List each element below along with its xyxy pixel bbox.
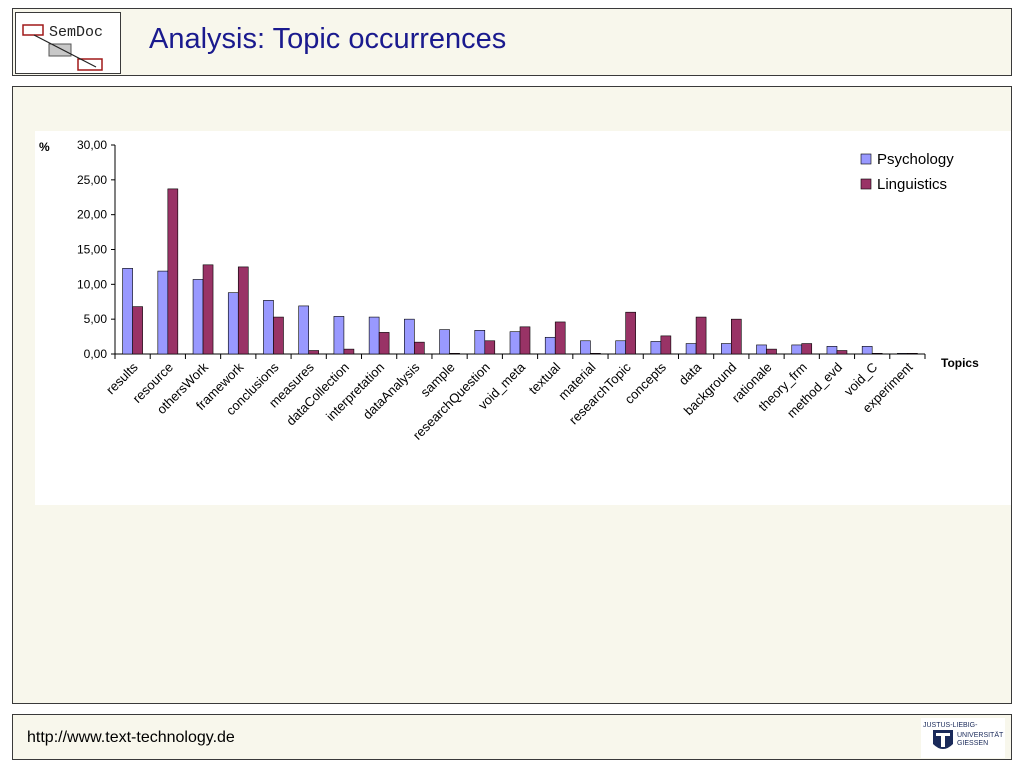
bar-linguistics-results: [132, 306, 143, 355]
bar-linguistics-interpretation: [378, 332, 390, 355]
main-panel: 0,00 5,00 10,00 15,00 20,00 25,00 30,00% Topics…: [12, 86, 1012, 704]
bar-linguistics-material: [590, 353, 601, 355]
y-tick-label: 10,00: [77, 277, 107, 291]
y-tick-label: 0,00: [84, 347, 108, 361]
bar-linguistics-measures: [308, 350, 319, 355]
bar-psychology-researchTopic: [615, 340, 626, 355]
bar-linguistics-rationale: [766, 348, 777, 355]
bar-psychology-rationale: [756, 344, 767, 355]
page-title: Analysis: Topic occurrences: [149, 23, 507, 55]
bar-psychology-interpretation: [368, 316, 380, 355]
bar-linguistics-void_meta: [519, 326, 531, 355]
y-tick-label: 15,00: [77, 243, 107, 257]
bar-linguistics-method_evd: [836, 350, 848, 355]
bar-psychology-framework: [227, 292, 239, 355]
semdoc-logo: SemDoc: [15, 12, 121, 74]
bar-psychology-resource: [157, 270, 169, 355]
bar-psychology-researchQuestion: [474, 330, 486, 355]
bar-psychology-conclusions: [263, 300, 274, 355]
bar-linguistics-othersWork: [202, 264, 214, 355]
bar-psychology-theory_frm: [791, 344, 803, 355]
x-axis-label: Topics: [941, 356, 979, 370]
logo-text: SemDoc: [49, 24, 103, 41]
y-tick-label: 25,00: [77, 173, 107, 187]
y-tick-label: 5,00: [84, 312, 108, 326]
chart-area: 0,00 5,00 10,00 15,00 20,00 25,00 30,00% Topics…: [35, 131, 1011, 505]
bar-psychology-method_evd: [826, 346, 838, 355]
bar-psychology-textual: [544, 336, 556, 355]
legend-swatch-psychology: [860, 153, 872, 165]
bar-psychology-concepts: [650, 341, 662, 355]
bar-psychology-results: [122, 268, 133, 355]
bar-linguistics-researchQuestion: [484, 340, 496, 355]
bar-psychology-dataCollection: [333, 316, 345, 355]
bar-psychology-measures: [298, 305, 309, 355]
uni-logo-line-3: GIESSEN: [957, 740, 988, 747]
bar-linguistics-textual: [554, 321, 566, 355]
header-panel: SemDoc Analysis: Topic occurrences: [12, 8, 1012, 76]
bar-psychology-experiment: [897, 353, 908, 355]
uni-logo-line-1: JUSTUS-LIEBIG-: [923, 722, 978, 729]
y-tick-label: 30,00: [77, 138, 107, 152]
y-tick-label: 20,00: [77, 208, 107, 222]
bar-psychology-othersWork: [192, 279, 204, 355]
bar-linguistics-experiment: [907, 353, 918, 355]
bar-psychology-void_meta: [509, 331, 521, 355]
bar-psychology-sample: [439, 329, 450, 355]
semdoc-logo-graphic: SemDoc: [22, 24, 103, 71]
bar-linguistics-conclusions: [273, 316, 284, 355]
university-logo-graphic: JUSTUS-LIEBIG- UNIVERSITÄT GIESSEN: [923, 722, 1004, 749]
bar-linguistics-dataCollection: [343, 348, 355, 355]
university-logo: JUSTUS-LIEBIG- UNIVERSITÄT GIESSEN: [921, 718, 1005, 758]
bar-linguistics-theory_frm: [801, 343, 813, 355]
legend-label-linguistics: Linguistics: [877, 176, 947, 193]
legend-swatch-linguistics: [860, 178, 872, 190]
bar-chart: 0,00 5,00 10,00 15,00 20,00 25,00 30,00% Topics…: [39, 138, 979, 443]
x-tick-label: data: [676, 359, 705, 388]
bar-linguistics-concepts: [660, 335, 672, 355]
bar-psychology-data: [685, 343, 697, 355]
bar-linguistics-dataAnalysis: [414, 341, 425, 355]
bar-linguistics-framework: [237, 266, 249, 355]
bar-linguistics-background: [731, 318, 742, 355]
bar-linguistics-data: [695, 316, 707, 355]
bar-linguistics-void_C: [871, 353, 883, 355]
bar-psychology-dataAnalysis: [404, 318, 415, 355]
bar-psychology-background: [721, 343, 732, 355]
bar-linguistics-researchTopic: [625, 311, 636, 355]
uni-logo-line-2: UNIVERSITÄT: [957, 731, 1004, 739]
bar-linguistics-resource: [167, 188, 179, 355]
footer-url: http://www.text-technology.de: [27, 729, 235, 746]
bar-linguistics-sample: [449, 353, 460, 355]
bar-psychology-material: [580, 340, 591, 355]
bar-psychology-void_C: [861, 346, 873, 355]
footer-panel: http://www.text-technology.de JUSTUS-LIE…: [12, 714, 1012, 760]
y-axis-label: %: [39, 140, 50, 154]
legend-label-psychology: Psychology: [877, 151, 954, 168]
